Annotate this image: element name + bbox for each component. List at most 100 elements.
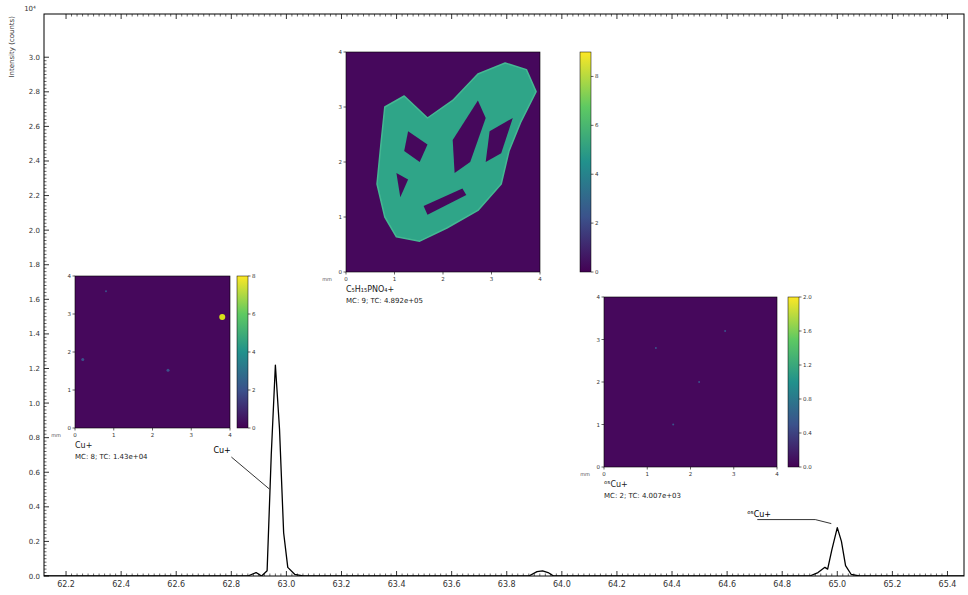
- x-tick-top: [837, 14, 838, 19]
- inset-y-tick: [602, 297, 605, 298]
- minor-tick: [110, 14, 111, 17]
- minor-tick: [44, 306, 47, 307]
- minor-tick: [484, 14, 485, 17]
- minor-tick: [435, 14, 436, 17]
- minor-tick: [583, 14, 584, 17]
- minor-tick: [501, 14, 502, 17]
- colorbar: [788, 297, 799, 467]
- minor-tick: [903, 14, 904, 17]
- minor-tick: [44, 413, 47, 414]
- colorbar-tick-label: 1.2: [803, 362, 812, 368]
- y-tick: [44, 264, 49, 265]
- minor-tick: [600, 14, 601, 17]
- x-tick-top: [231, 14, 232, 19]
- minor-tick: [462, 14, 463, 17]
- minor-tick: [44, 358, 47, 359]
- inset: 0123401234mm02468Cu+MC: 8; TC: 1.43e+04: [51, 273, 256, 461]
- minor-tick: [44, 250, 47, 251]
- minor-tick: [523, 14, 524, 17]
- minor-tick: [44, 313, 47, 314]
- minor-tick: [44, 98, 47, 99]
- inset-x-tick-label: 0: [73, 432, 77, 438]
- minor-tick: [269, 574, 270, 577]
- x-tick-top: [616, 14, 617, 19]
- inset-x-tick: [230, 428, 231, 431]
- inset-unit: mm: [580, 471, 590, 477]
- minor-tick: [666, 14, 667, 17]
- y-tick: [44, 57, 49, 58]
- minor-tick: [44, 371, 47, 372]
- minor-tick: [572, 14, 573, 17]
- minor-tick: [44, 444, 47, 445]
- minor-tick: [649, 14, 650, 17]
- inset-x-tick: [733, 467, 734, 470]
- minor-tick: [528, 14, 529, 17]
- y-tick: [44, 160, 49, 161]
- minor-tick: [622, 14, 623, 17]
- minor-tick: [44, 223, 47, 224]
- minor-tick: [220, 14, 221, 17]
- minor-tick: [765, 14, 766, 17]
- x-tick-label: 64.8: [773, 580, 791, 589]
- minor-tick: [137, 14, 138, 17]
- minor-tick: [44, 347, 47, 348]
- inset-x-tick-label: 4: [538, 276, 542, 282]
- minor-tick: [44, 430, 47, 431]
- inset-y-tick: [344, 52, 347, 53]
- minor-tick: [44, 492, 47, 493]
- minor-tick: [44, 503, 47, 504]
- minor-tick: [44, 378, 47, 379]
- minor-tick: [302, 14, 303, 17]
- colorbar-tick: [248, 314, 251, 315]
- inset-y-tick-label: 4: [597, 294, 601, 300]
- y-tick-label: 2.2: [29, 192, 40, 200]
- minor-tick: [165, 14, 166, 17]
- minor-tick: [380, 14, 381, 17]
- minor-tick: [44, 178, 47, 179]
- minor-tick: [44, 74, 47, 75]
- colorbar-tick: [799, 467, 802, 468]
- minor-tick: [44, 448, 47, 449]
- minor-tick: [44, 441, 47, 442]
- inset-y-tick-label: 4: [68, 273, 72, 279]
- inset-x-tick-label: 3: [490, 276, 494, 282]
- signal-speck: [724, 330, 726, 332]
- y-tick: [44, 299, 49, 300]
- minor-tick: [269, 14, 270, 17]
- colorbar-tick: [591, 223, 594, 224]
- minor-tick: [787, 14, 788, 17]
- minor-tick: [495, 14, 496, 17]
- inset-y-tick: [73, 428, 76, 429]
- minor-tick: [44, 237, 47, 238]
- y-tick-label: 1.0: [29, 400, 40, 408]
- minor-tick: [143, 14, 144, 17]
- minor-tick: [187, 14, 188, 17]
- minor-tick: [44, 71, 47, 72]
- minor-tick: [721, 14, 722, 17]
- minor-tick: [44, 257, 47, 258]
- minor-tick: [82, 14, 83, 17]
- minor-tick: [44, 261, 47, 262]
- inset-image: [604, 297, 777, 467]
- y-tick-label: 0.4: [29, 503, 41, 511]
- minor-tick: [44, 109, 47, 110]
- colorbar-tick: [799, 433, 802, 434]
- tissue-gap: [404, 131, 427, 162]
- inset-y-tick-label: 3: [597, 337, 601, 343]
- minor-tick: [324, 14, 325, 17]
- inset-y-tick-label: 2: [68, 349, 72, 355]
- x-tick-label: 63.6: [443, 580, 461, 589]
- inset-y-tick: [73, 314, 76, 315]
- minor-tick: [44, 140, 47, 141]
- colorbar-tick-label: 8: [252, 273, 256, 279]
- minor-tick: [743, 14, 744, 17]
- minor-tick: [44, 434, 47, 435]
- inset-y-tick: [602, 339, 605, 340]
- y-tick-label: 1.6: [29, 296, 41, 304]
- minor-tick: [677, 14, 678, 17]
- minor-tick: [798, 14, 799, 17]
- x-tick-top: [451, 14, 452, 19]
- minor-tick: [424, 14, 425, 17]
- minor-tick: [567, 14, 568, 17]
- minor-tick: [159, 14, 160, 17]
